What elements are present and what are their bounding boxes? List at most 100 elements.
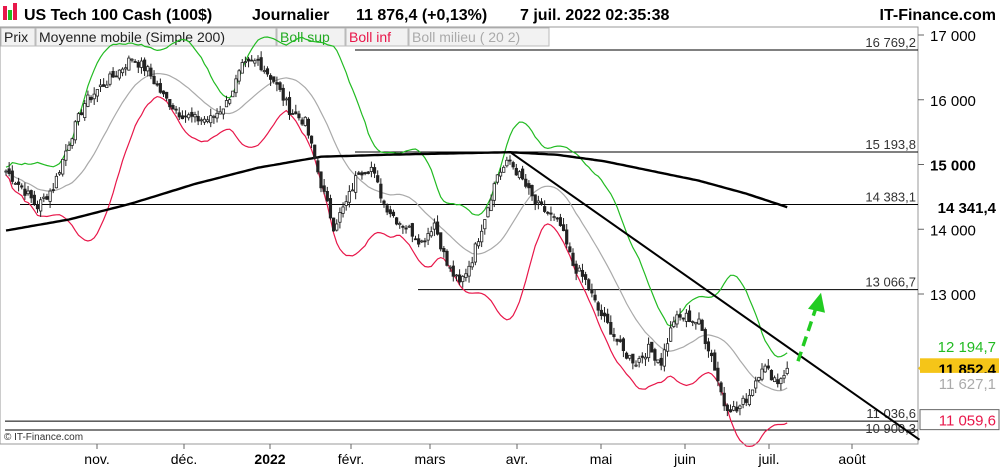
candle — [240, 58, 244, 74]
candle — [306, 117, 311, 139]
x-tick-label: mai — [590, 451, 613, 467]
horizontal-levels: 16 769,215 193,814 383,113 066,711 036,6… — [5, 35, 918, 436]
candle — [168, 99, 172, 110]
candle — [165, 91, 169, 101]
price-tag-boll_mid: 11 627,1 — [920, 372, 999, 393]
candle — [130, 58, 134, 63]
candle — [687, 305, 692, 323]
candle — [284, 96, 288, 106]
candle — [54, 173, 59, 189]
period-label: Journalier — [252, 7, 329, 24]
candle — [139, 57, 144, 74]
candle — [602, 307, 607, 323]
candle — [612, 327, 616, 342]
candle — [136, 60, 140, 74]
candle — [451, 260, 455, 282]
plot-area — [0, 26, 919, 445]
candle — [656, 359, 660, 364]
candle — [294, 104, 298, 115]
candle — [331, 217, 336, 232]
candle — [700, 318, 704, 331]
candle — [142, 57, 147, 77]
candle — [492, 181, 496, 208]
candle — [120, 67, 125, 77]
candle — [675, 310, 679, 328]
candle — [347, 185, 351, 208]
candle — [291, 109, 295, 115]
candle — [628, 354, 632, 361]
candle — [10, 165, 14, 185]
candle — [467, 260, 471, 283]
candle — [489, 194, 493, 212]
candle — [338, 207, 342, 229]
candle — [382, 199, 386, 208]
candles — [4, 51, 789, 417]
candle — [773, 375, 777, 383]
price-tag-boll_inf: 11 059,6 — [919, 409, 1000, 431]
level-label: 10 900,3 — [865, 421, 916, 436]
candle — [357, 170, 361, 175]
legend: Prix Moyenne mobile (Simple 200) Boll su… — [0, 27, 550, 47]
x-tick-label: juil. — [757, 451, 779, 467]
candle — [435, 215, 440, 236]
candle — [272, 76, 276, 84]
candle — [350, 182, 355, 192]
candle — [672, 316, 676, 329]
candle — [237, 68, 241, 85]
candle — [706, 337, 711, 358]
candle — [372, 163, 377, 179]
candle — [710, 349, 714, 363]
candle — [73, 120, 77, 144]
candle — [659, 352, 663, 371]
candle — [470, 256, 474, 270]
candle — [193, 111, 197, 123]
candle — [527, 180, 531, 195]
app-icon — [3, 3, 17, 20]
candle — [650, 341, 654, 353]
candle — [360, 170, 364, 180]
boll-inf-line — [5, 95, 788, 448]
candle — [303, 116, 307, 127]
candle — [171, 103, 175, 110]
candle — [48, 188, 52, 208]
sma200-line — [5, 150, 788, 232]
candle — [199, 117, 203, 125]
candle — [268, 73, 273, 86]
x-tick-label: nov. — [84, 451, 109, 467]
candle — [45, 193, 49, 200]
candle — [631, 353, 635, 370]
quote-label: 11 876,4 (+0,13%) — [356, 7, 487, 24]
candle — [413, 235, 418, 241]
candle — [637, 355, 641, 368]
candle — [511, 160, 515, 170]
candle — [218, 105, 222, 115]
level-label: 14 383,1 — [865, 189, 916, 204]
candle — [766, 359, 770, 371]
candle — [20, 183, 24, 190]
candle — [146, 64, 150, 77]
candle — [517, 170, 522, 180]
candle — [209, 108, 213, 128]
candle — [187, 112, 191, 121]
candle — [580, 263, 585, 283]
candle — [785, 361, 789, 376]
candle — [445, 249, 449, 267]
candle — [39, 197, 43, 217]
candle — [738, 404, 742, 416]
candle — [155, 80, 159, 87]
candle — [29, 189, 33, 203]
candle — [316, 156, 320, 175]
candle — [111, 67, 115, 79]
candle — [502, 165, 506, 173]
candle — [42, 193, 46, 203]
price-tag-boll_sup: 12 194,7 — [920, 336, 999, 357]
candle — [763, 363, 767, 373]
candle — [57, 170, 62, 176]
candle — [86, 90, 90, 108]
candle — [552, 213, 556, 221]
candle — [420, 239, 424, 244]
candle — [89, 95, 93, 103]
candle — [549, 206, 553, 222]
candle — [202, 116, 207, 125]
candle — [215, 108, 219, 123]
